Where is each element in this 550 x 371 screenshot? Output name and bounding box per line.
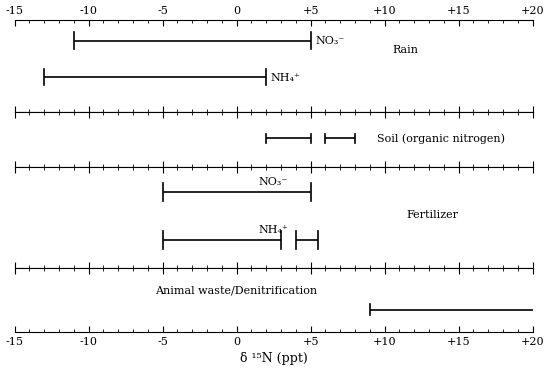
Text: Animal waste/Denitrification: Animal waste/Denitrification bbox=[155, 285, 317, 295]
Text: Soil (organic nitrogen): Soil (organic nitrogen) bbox=[377, 133, 505, 144]
Text: NH₄⁺: NH₄⁺ bbox=[271, 73, 300, 83]
Text: NO₃⁻: NO₃⁻ bbox=[315, 36, 344, 46]
Text: Fertilizer: Fertilizer bbox=[407, 210, 459, 220]
Text: Rain: Rain bbox=[392, 45, 418, 55]
Text: NO₃⁻: NO₃⁻ bbox=[259, 177, 288, 187]
Text: NH₄⁺: NH₄⁺ bbox=[259, 224, 289, 234]
X-axis label: δ ¹⁵N (ppt): δ ¹⁵N (ppt) bbox=[240, 352, 307, 365]
